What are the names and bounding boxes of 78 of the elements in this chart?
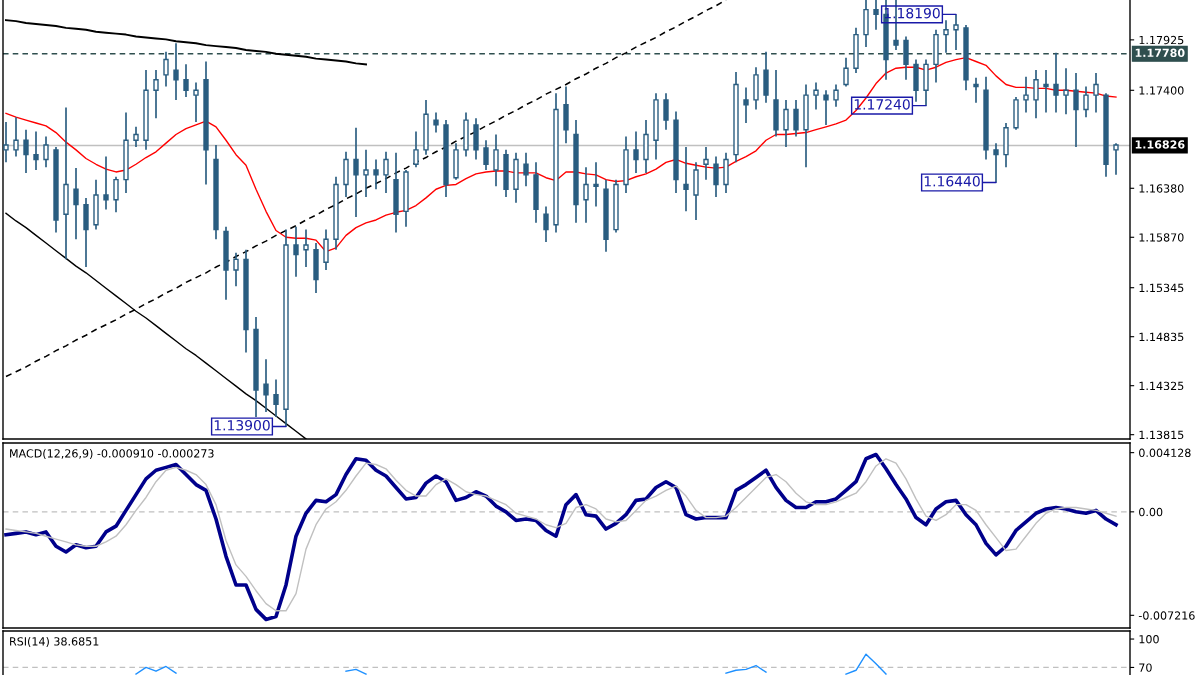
candlestick	[1043, 69, 1049, 114]
candlestick	[1053, 51, 1059, 114]
y-tick-label: 70	[1139, 663, 1152, 672]
candlestick	[383, 150, 389, 194]
y-tick-label: 0.00	[1139, 507, 1163, 517]
candlestick	[233, 251, 239, 288]
candlestick	[193, 81, 199, 123]
candlestick	[33, 130, 39, 171]
candlestick	[13, 116, 19, 158]
candlestick	[493, 133, 499, 188]
y-tick-label: -0.007216	[1138, 611, 1195, 620]
y-tick-label: 1.17925	[1139, 35, 1184, 45]
candlestick	[783, 99, 789, 148]
candlestick	[183, 63, 189, 98]
candlestick	[303, 228, 309, 268]
candlestick	[413, 130, 419, 168]
y-tick-label: 1.14325	[1139, 381, 1184, 391]
candlestick	[43, 135, 49, 168]
annotation: 1.13900	[214, 420, 270, 431]
y-tick-label: 1.17400	[1139, 86, 1184, 95]
candlestick	[103, 155, 109, 211]
ref-line-label: 1.16826	[1135, 140, 1185, 149]
annotation: 1.16440	[924, 176, 980, 187]
candlestick	[843, 56, 849, 88]
y-tick-label: 1.13815	[1139, 430, 1184, 440]
candlestick	[873, 0, 879, 31]
candlestick	[23, 128, 29, 174]
candlestick	[293, 225, 299, 278]
y-tick-label: 1.16380	[1139, 184, 1184, 193]
candlestick	[153, 69, 159, 119]
candlestick	[833, 83, 839, 108]
line-series	[5, 56, 1117, 253]
ref-line-label: 1.17780	[1135, 48, 1185, 58]
candlestick	[663, 92, 669, 131]
candlestick	[813, 81, 819, 111]
candlestick	[993, 142, 999, 184]
candlestick	[1093, 72, 1099, 114]
candlestick	[823, 89, 829, 126]
candlestick	[1063, 67, 1069, 116]
candlestick	[263, 358, 269, 413]
candlestick	[743, 86, 749, 124]
candlestick	[1023, 76, 1029, 114]
candlestick	[793, 99, 799, 138]
y-tick-label: 1.14835	[1139, 332, 1184, 342]
candlestick	[1083, 85, 1089, 119]
candlestick	[973, 76, 979, 104]
candlestick	[633, 130, 639, 174]
chart-title: MACD(12,26,9) -0.000910 -0.000273	[10, 449, 214, 459]
candlestick	[113, 175, 119, 214]
candlestick	[683, 146, 689, 213]
candlestick	[363, 149, 369, 198]
candlestick	[163, 51, 169, 88]
candlestick	[323, 228, 329, 271]
y-tick-label: 0.004128	[1139, 448, 1191, 458]
candlestick	[133, 125, 139, 148]
candlestick	[433, 111, 439, 134]
candlestick	[1033, 69, 1039, 119]
candlestick	[543, 205, 549, 243]
y-tick-label: 100	[1139, 635, 1159, 644]
y-tick-label: 1.15870	[1139, 233, 1184, 242]
candlestick	[273, 378, 279, 418]
candlestick	[373, 158, 379, 191]
candlestick	[703, 146, 709, 181]
candlestick	[943, 19, 949, 54]
candlestick	[1073, 72, 1079, 148]
candlestick	[713, 155, 719, 198]
candlestick	[953, 13, 959, 51]
candlestick	[3, 121, 9, 164]
candlestick	[523, 151, 529, 188]
candlestick	[483, 139, 489, 171]
candlestick	[73, 167, 79, 241]
candlestick	[1113, 142, 1119, 176]
candlestick	[173, 42, 179, 101]
candlestick	[593, 161, 599, 208]
candlestick	[583, 166, 589, 224]
chart-title: RSI(14) 38.6851	[10, 637, 99, 647]
y-tick-label: 1.15345	[1139, 283, 1184, 293]
candlestick	[353, 126, 359, 218]
